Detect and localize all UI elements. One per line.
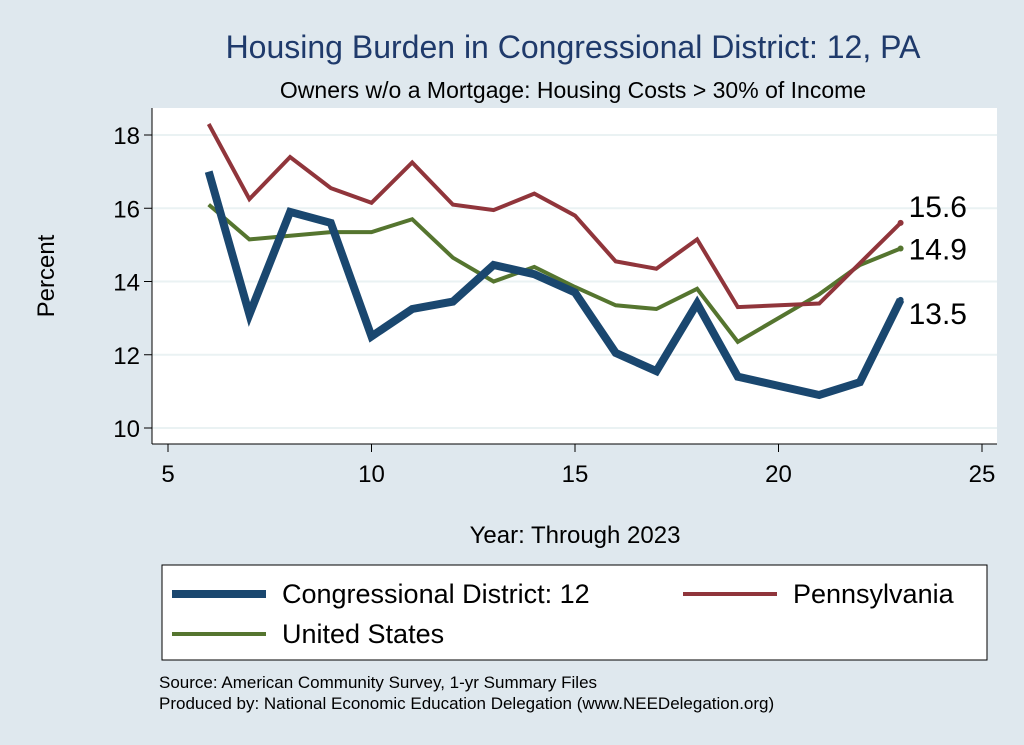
plot-area [152, 108, 997, 444]
legend-pennsylvania-label: Pennsylvania [793, 579, 955, 609]
pennsylvania-end-label: 15.6 [909, 191, 967, 224]
x-tick-label: 25 [969, 461, 996, 488]
source-note: Source: American Community Survey, 1-yr … [159, 673, 597, 692]
pennsylvania-line [206, 123, 903, 310]
legend: Congressional District: 12 Pennsylvania Un… [172, 579, 955, 649]
y-tick-label: 16 [113, 196, 140, 223]
us-line [207, 203, 902, 345]
x-tick-label: 5 [161, 461, 174, 488]
district-end-label: 13.5 [909, 298, 967, 331]
x-axis-label: Year: Through 2023 [470, 522, 681, 549]
axes: 10 12 14 16 18 5 10 15 20 25 [113, 108, 997, 488]
district-line [204, 170, 905, 400]
x-tick-label: 20 [765, 461, 792, 488]
producer-note: Produced by: National Economic Education… [159, 694, 774, 713]
district-end-marker [897, 296, 904, 303]
x-tick-label: 10 [358, 461, 385, 488]
x-tick-label: 15 [562, 461, 589, 488]
end-labels: 13.5 15.6 14.9 [909, 191, 967, 331]
y-tick-label: 14 [113, 270, 140, 297]
chart-title: Housing Burden in Congressional District… [226, 29, 922, 65]
y-axis-label: Percent [33, 234, 60, 317]
grid [152, 134, 997, 429]
legend-district-label: Congressional District: 12 [282, 579, 590, 609]
y-tick-label: 18 [113, 123, 140, 150]
y-tick-label: 10 [113, 416, 140, 443]
us-end-label: 14.9 [909, 234, 967, 267]
legend-us-label: United States [282, 619, 444, 649]
legend-box [161, 564, 988, 661]
chart-subtitle: Owners w/o a Mortgage: Housing Costs > 3… [280, 77, 866, 103]
series-lines [204, 123, 905, 400]
y-tick-label: 12 [113, 343, 140, 370]
pennsylvania-end-marker [897, 219, 904, 226]
us-end-marker [897, 245, 904, 252]
